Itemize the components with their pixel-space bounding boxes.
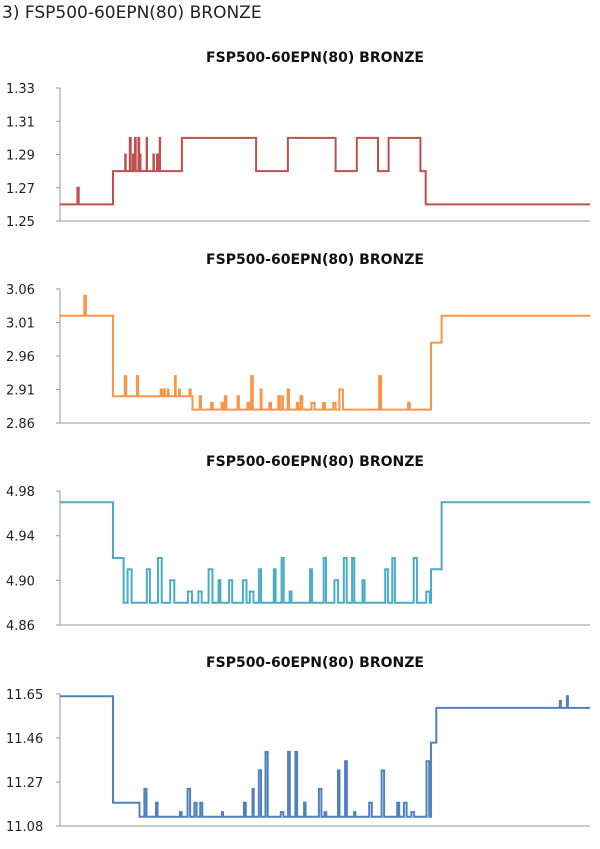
y-tick-label: 4.94	[6, 530, 35, 545]
y-tick-label: 2.91	[6, 384, 35, 399]
chart-title: FSP500-60EPN(80) BRONZE	[206, 454, 424, 470]
y-tick-label: 2.86	[6, 417, 35, 432]
chart-1: FSP500-60EPN(80) BRONZE 1.33 1.31 1.29 1.27 1…	[6, 50, 590, 230]
y-tick-label: 1.31	[6, 115, 35, 130]
chart-2: FSP500-60EPN(80) BRONZE 3.06 3.01 2.96 2.91 2…	[6, 252, 590, 432]
chart-title: FSP500-60EPN(80) BRONZE	[206, 50, 424, 66]
series-line	[60, 501, 590, 604]
chart-3: FSP500-60EPN(80) BRONZE 4.98 4.94 4.90 4.86	[6, 454, 590, 634]
series-line	[60, 136, 590, 206]
y-tick-label: 11.65	[6, 688, 43, 703]
y-tick-label: 11.27	[6, 776, 43, 791]
page-heading: 3) FSP500-60EPN(80) BRONZE	[2, 3, 262, 23]
y-tick-label: 11.46	[6, 732, 43, 747]
y-tick-label: 1.27	[6, 182, 35, 197]
y-tick-label: 1.25	[6, 215, 35, 230]
chart-title: FSP500-60EPN(80) BRONZE	[206, 655, 424, 671]
y-tick-label: 3.01	[6, 317, 35, 332]
y-tick-label: 1.33	[6, 82, 35, 97]
y-tick-label: 3.06	[6, 283, 35, 298]
chart-4: FSP500-60EPN(80) BRONZE 11.65 11.46 11.27 11…	[6, 655, 590, 835]
y-tick-label: 11.08	[6, 820, 43, 835]
y-tick-label: 1.29	[6, 149, 35, 164]
y-tick-label: 2.96	[6, 350, 35, 365]
chart-title: FSP500-60EPN(80) BRONZE	[206, 252, 424, 268]
y-tick-label: 4.98	[6, 485, 35, 500]
y-tick-label: 4.90	[6, 574, 35, 589]
series-line	[60, 294, 590, 411]
series-line	[60, 695, 590, 818]
y-tick-label: 4.86	[6, 619, 35, 634]
